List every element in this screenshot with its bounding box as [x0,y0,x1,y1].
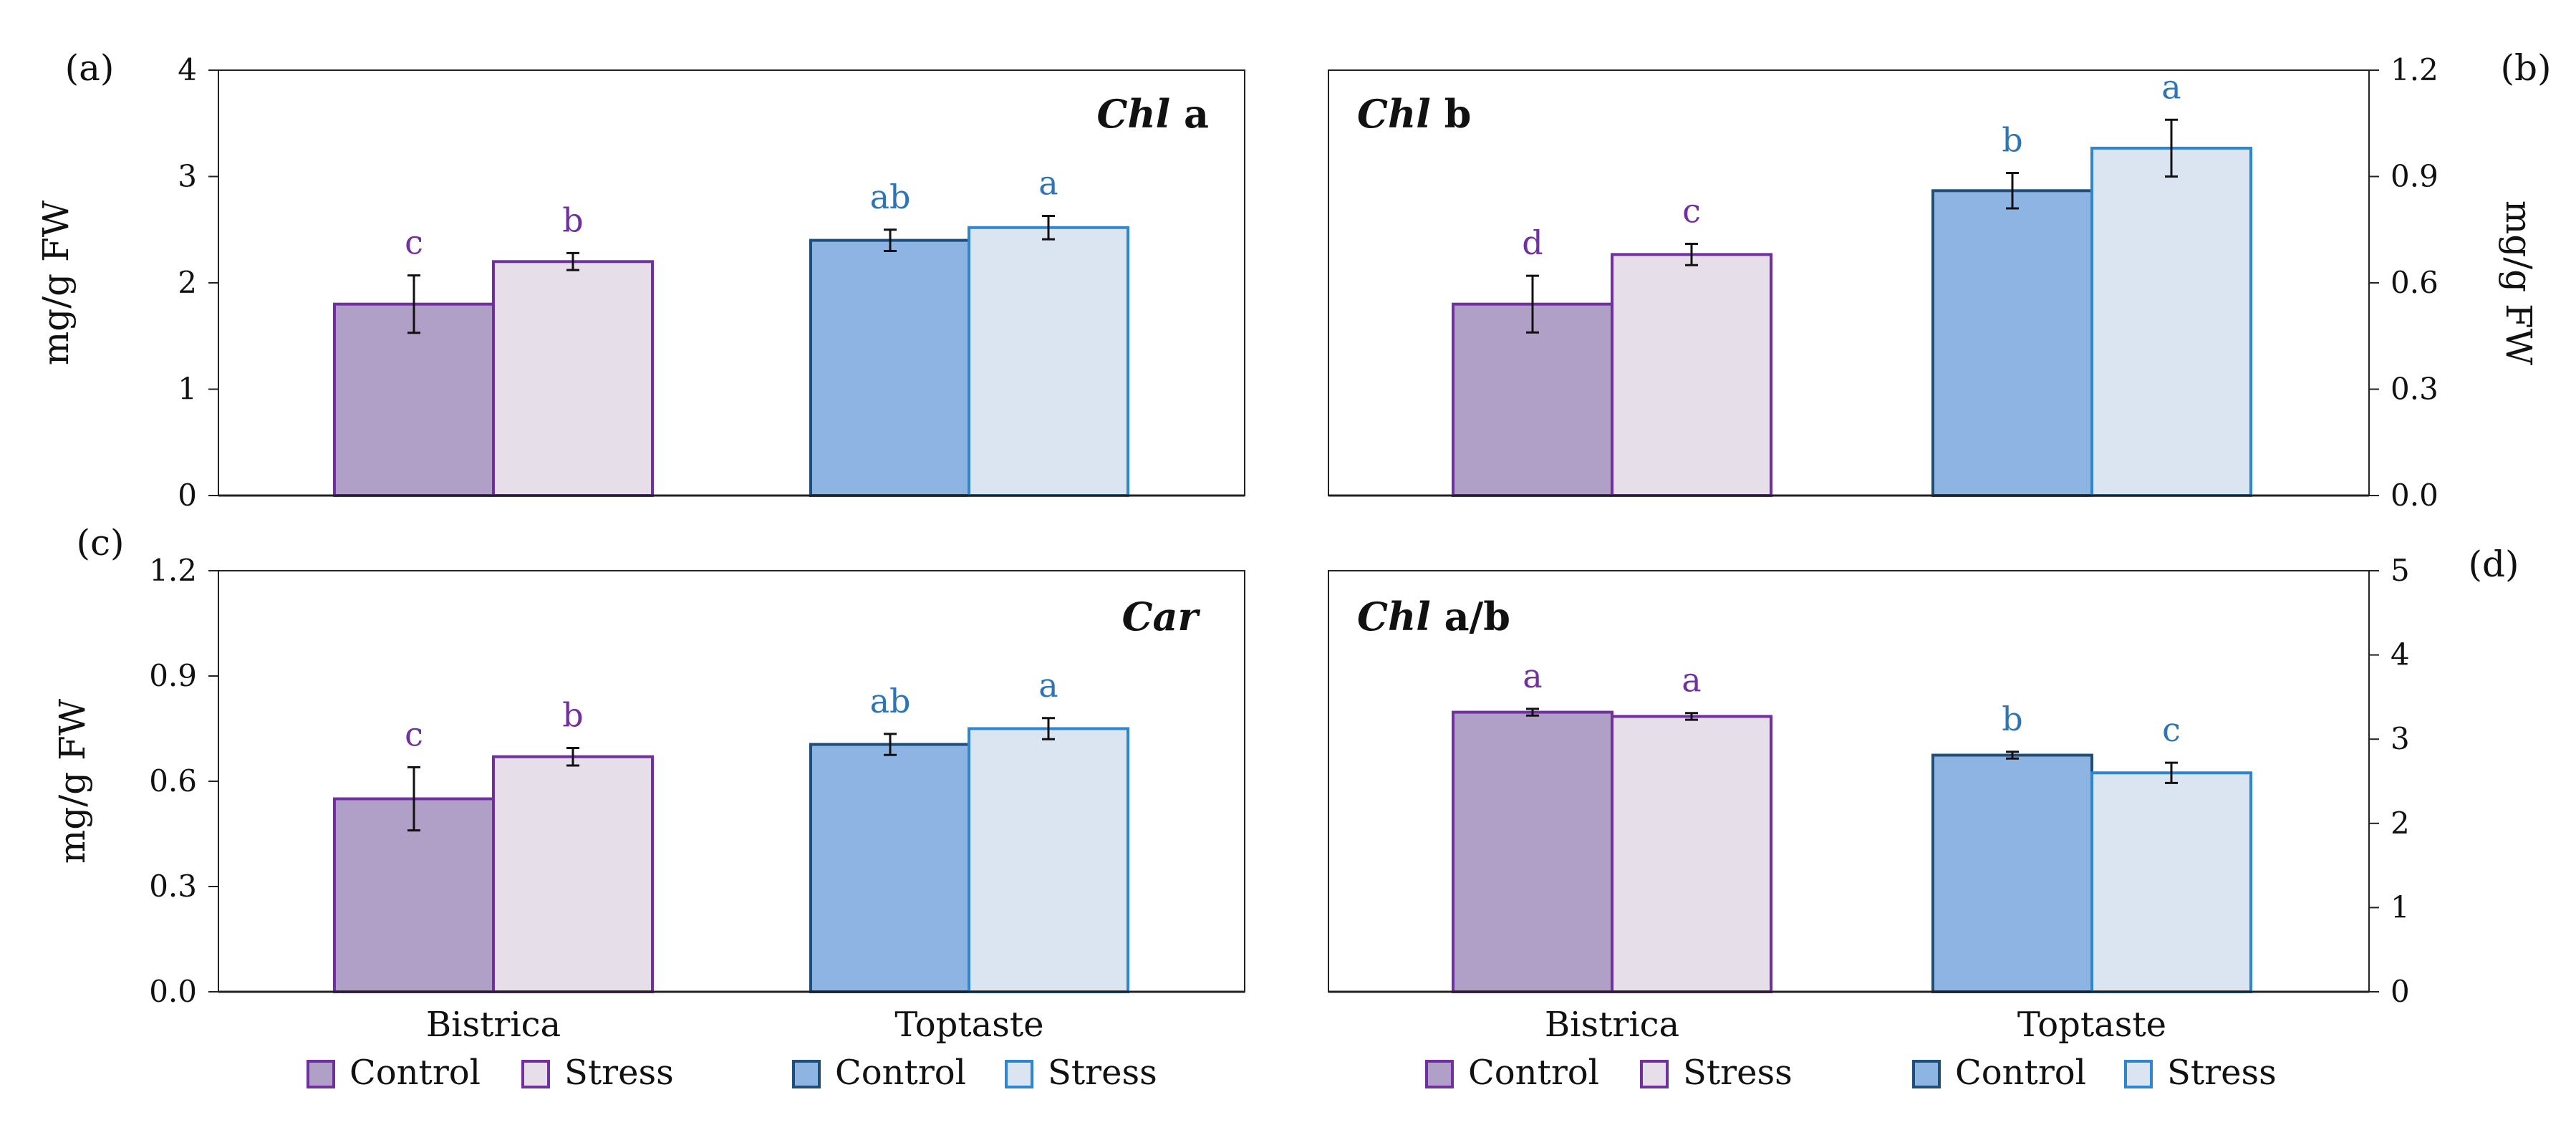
panel-title: Chl a/b [1357,594,1510,639]
legend-label-bistrica_control: Control [349,1053,481,1093]
y-tick-label: 0.9 [2391,159,2438,194]
y-tick-label: 1 [178,372,197,407]
chart-panel-c: 0.0 0.3 0.6 0.9 1.2 mg/g FW (c) Car c b Bistrica ab… [52,522,1245,1045]
significance-letter: a [1038,666,1058,705]
bar-toptaste-control [1931,189,2093,497]
panel-title: Car [1122,594,1201,639]
significance-letter: d [1522,223,1543,262]
y-tick-label: 3 [178,159,197,194]
bar-bistrica-stress [1611,715,1772,993]
bar-toptaste-control [809,743,971,994]
y-tick-label: 0.9 [149,658,197,693]
y-tick-label: 0.3 [149,869,197,904]
panel-title-rest: a/b [1431,594,1510,639]
significance-letter: a [1038,163,1058,202]
y-tick-label: 0.0 [2391,478,2438,513]
y-tick-label: 1.2 [149,553,197,588]
chart-panel-a: 0 1 2 3 4 mg/g FW (a) Chl a c b ab a [35,47,1245,513]
bar-toptaste-stress [968,226,1129,497]
panel-label: (c) [76,522,124,564]
y-tick-label: 0.0 [149,974,197,1009]
y-axis-label: mg/g FW [35,200,77,365]
y-tick-label: 2 [2391,806,2410,841]
legend-label-toptaste_stress: Stress [1048,1053,1157,1093]
legend-swatch-toptaste_control [1912,1060,1941,1088]
panel-title-italic: Car [1122,594,1201,639]
bar-toptaste-control [809,238,971,497]
significance-letter: c [405,715,423,753]
legend-swatch-toptaste_control [792,1060,821,1088]
legend-label-toptaste_stress: Stress [2167,1053,2277,1093]
y-tick-label: 2 [178,265,197,300]
legend-swatch-bistrica_control [307,1060,335,1088]
legend-label-toptaste_control: Control [835,1053,966,1093]
significance-letter: c [405,223,423,262]
y-tick-label: 3 [2391,721,2410,756]
significance-letter: b [562,695,583,734]
chart-panel-d: 0 1 2 3 4 5 (d) Chl a/b a a Bistrica b c Toptaste [1328,544,2519,1045]
y-tick-label: 4 [178,52,197,87]
legend-label-bistrica_control: Control [1468,1053,1599,1093]
bar-bistrica-stress [1611,253,1772,497]
chart-panel-b: 0.0 0.3 0.6 0.9 1.2 mg/g FW (b) Chl b d c b a [1328,47,2552,513]
panel-title: Chl b [1357,91,1471,137]
category-label: Bistrica [1545,1005,1679,1045]
bar-bistrica-control [1452,710,1613,993]
y-tick-label: 0.6 [2391,265,2438,300]
legend-label-bistrica_stress: Stress [564,1053,674,1093]
y-tick-label: 1 [2391,889,2410,924]
bar-toptaste-stress [2090,146,2252,497]
legend-swatch-toptaste_stress [2124,1060,2153,1088]
significance-letter: a [1682,661,1701,700]
significance-letter: ab [870,178,911,216]
legend-left: Control Stress Control Stress [307,1053,1157,1093]
significance-letter: ab [870,682,911,720]
significance-letter: b [2002,700,2022,738]
y-tick-label: 4 [2391,637,2410,672]
y-tick-label: 1.2 [2391,52,2438,87]
legend-swatch-toptaste_stress [1005,1060,1033,1088]
panel-label: (a) [65,47,115,89]
legend-swatch-bistrica_stress [1640,1060,1669,1088]
panel-title: Chl a [1096,91,1209,137]
legend-label-toptaste_control: Control [1955,1053,2086,1093]
legend-right: Control Stress Control Stress [1425,1053,2277,1093]
category-label: Toptaste [894,1005,1043,1045]
legend-label-bistrica_stress: Stress [1683,1053,1793,1093]
bar-bistrica-stress [492,260,654,497]
panel-label: (b) [2500,47,2551,89]
y-tick-label: 5 [2391,553,2410,588]
y-axis-label: mg/g FW [52,698,93,864]
y-tick-label: 0 [2391,974,2410,1009]
panel-title-italic: Chl [1357,594,1431,639]
y-tick-label: 0 [178,478,197,513]
panel-title-rest: a [1170,91,1209,137]
significance-letter: a [1523,657,1542,695]
category-label: Toptaste [2017,1005,2166,1045]
panel-title-italic: Chl [1096,91,1170,137]
significance-letter: b [562,201,583,239]
significance-letter: c [2162,710,2181,749]
bar-toptaste-control [1931,753,2093,993]
panel-title-italic: Chl [1357,91,1431,137]
panel-title-rest: b [1431,91,1472,137]
category-label: Bistrica [426,1005,561,1045]
bar-toptaste-stress [968,727,1129,993]
y-tick-label: 0.3 [2391,372,2438,407]
legend-swatch-bistrica_stress [521,1060,550,1088]
y-axis-label: mg/g FW [2498,201,2539,366]
legend-swatch-bistrica_control [1425,1060,1454,1088]
significance-letter: a [2161,67,2181,106]
significance-letter: c [1682,192,1701,231]
panel-label: (d) [2468,544,2519,585]
significance-letter: b [2002,121,2022,160]
bar-toptaste-stress [2090,771,2252,993]
y-tick-label: 0.6 [149,763,197,798]
bar-bistrica-stress [492,755,654,993]
